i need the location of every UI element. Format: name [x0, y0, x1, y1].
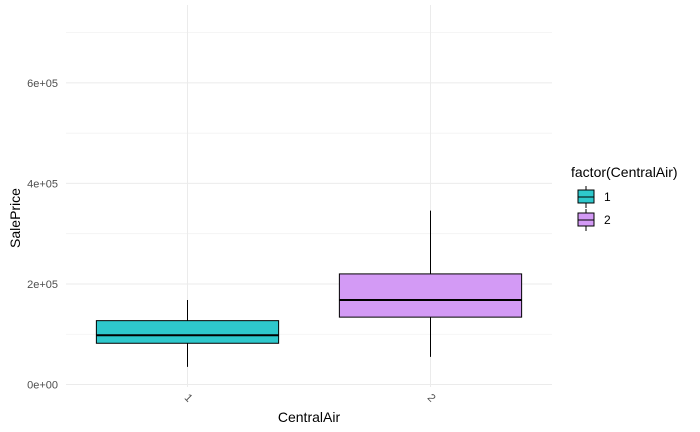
y-tick-label: 4e+05	[27, 178, 58, 190]
box-layer	[95, 210, 523, 367]
legend-label: 1	[604, 190, 611, 204]
tick-layer: 0e+00 2e+05 4e+05 6e+05 1 2	[27, 78, 438, 405]
legend-title: factor(CentralAir)	[571, 164, 678, 180]
legend: factor(CentralAir) 12	[571, 164, 678, 231]
legend-entry-2: 2	[577, 209, 611, 231]
legend-entries: 12	[577, 186, 611, 231]
box-1	[95, 300, 280, 367]
x-tick-label: 1	[182, 392, 195, 405]
iqr-box	[95, 320, 280, 344]
y-axis-title: SalePrice	[7, 188, 23, 248]
y-tick-label: 2e+05	[27, 279, 58, 291]
iqr-box	[338, 273, 523, 318]
x-tick-label: 2	[425, 392, 438, 405]
x-axis-title: CentralAir	[278, 409, 341, 425]
y-tick-label: 0e+00	[27, 379, 58, 391]
box-2	[338, 210, 523, 357]
legend-entry-1: 1	[577, 186, 611, 208]
legend-label: 2	[604, 213, 611, 227]
y-tick-label: 6e+05	[27, 78, 58, 90]
